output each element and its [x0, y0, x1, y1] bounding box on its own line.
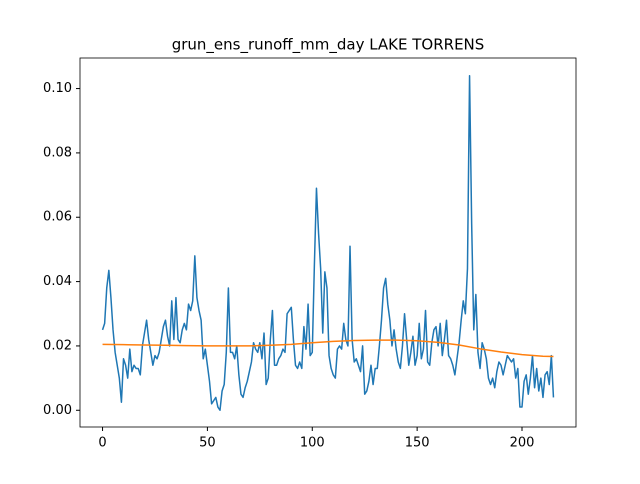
- x-tick-label: 150: [405, 436, 430, 451]
- line-series: [101, 74, 555, 412]
- x-tick-label: 0: [98, 436, 106, 451]
- x-tick-label: 200: [510, 436, 535, 451]
- x-tick-label: 50: [199, 436, 216, 451]
- y-tick-label: 0.00: [43, 403, 72, 418]
- plot-frame: [79, 57, 577, 428]
- y-tick-label: 0.10: [43, 81, 72, 96]
- y-tick-label: 0.06: [43, 210, 72, 225]
- x-tick-label: 100: [300, 436, 325, 451]
- y-tick-label: 0.02: [43, 338, 72, 353]
- y-tick-label: 0.08: [43, 145, 72, 160]
- y-tick-label: 0.04: [43, 274, 72, 289]
- line-series: [102, 339, 554, 358]
- chart-title: grun_ens_runoff_mm_day LAKE TORRENS: [172, 36, 485, 55]
